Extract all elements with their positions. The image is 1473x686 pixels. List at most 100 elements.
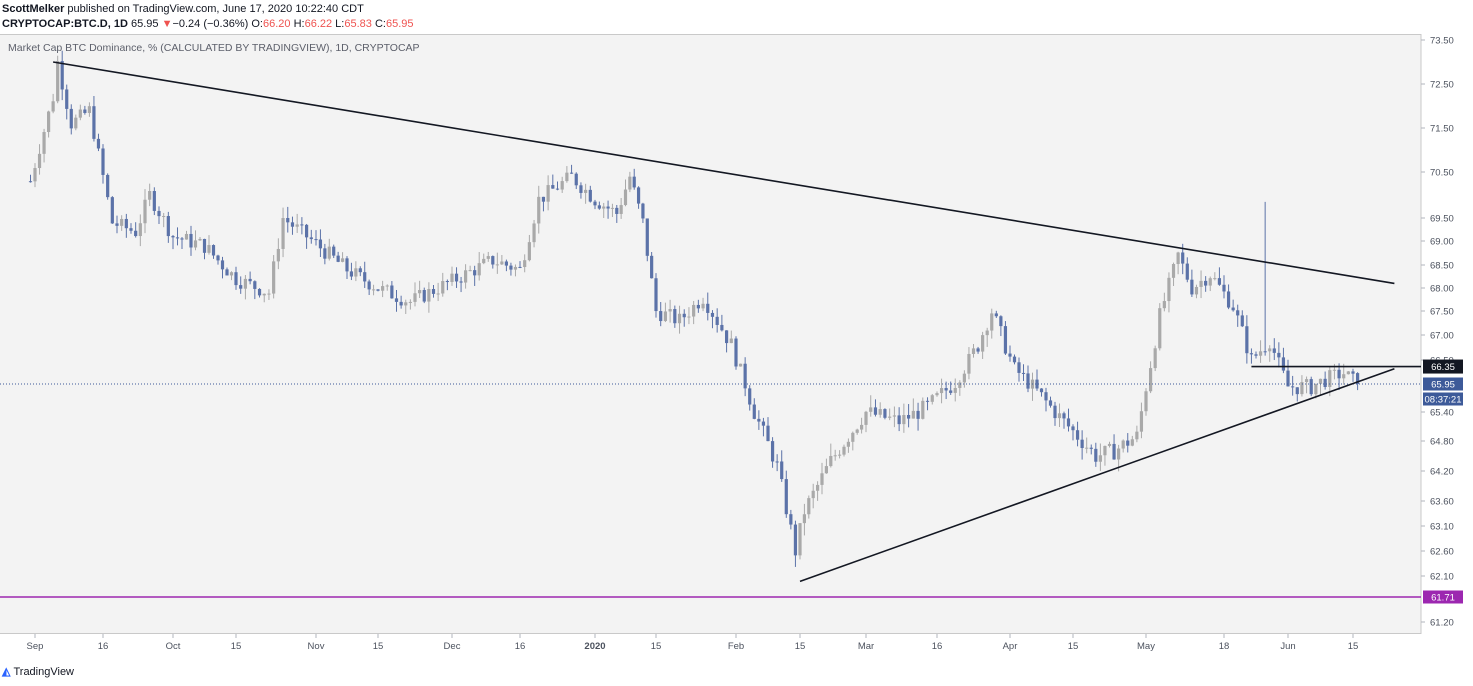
candle bbox=[962, 370, 966, 388]
x-tick-label: 16 bbox=[932, 641, 943, 652]
candle bbox=[720, 314, 724, 332]
candle-body bbox=[1071, 426, 1075, 431]
candle-body bbox=[811, 490, 815, 499]
brand-label: TradingView bbox=[13, 666, 75, 678]
candle-body bbox=[450, 273, 454, 283]
candle-body bbox=[1204, 280, 1208, 286]
y-tick-label: 67.00 bbox=[1430, 331, 1454, 342]
candle-body bbox=[1337, 369, 1341, 379]
y-tick-label: 64.20 bbox=[1430, 467, 1454, 478]
candle-body bbox=[752, 404, 756, 419]
candle-body bbox=[888, 416, 892, 418]
candle bbox=[990, 308, 994, 339]
candle bbox=[216, 254, 220, 265]
candle bbox=[327, 238, 331, 261]
candle bbox=[92, 96, 96, 142]
tradingview-brand[interactable]: ◭ TradingView bbox=[2, 665, 74, 678]
candle-body bbox=[641, 203, 645, 219]
candle bbox=[486, 251, 490, 262]
candle bbox=[248, 271, 252, 285]
candle bbox=[1240, 310, 1244, 328]
x-tick: 15 bbox=[795, 634, 806, 652]
candle bbox=[1204, 276, 1208, 292]
candle-body bbox=[793, 524, 798, 556]
chart-pane[interactable] bbox=[0, 34, 1421, 634]
author-name[interactable]: ScottMelker bbox=[2, 3, 65, 15]
candle bbox=[1337, 363, 1341, 391]
change-value: −0.24 (−0.36%) bbox=[172, 18, 249, 30]
candle-body bbox=[902, 414, 906, 425]
candle bbox=[340, 252, 345, 263]
candle-body bbox=[120, 218, 124, 226]
candle-body bbox=[1300, 382, 1304, 395]
candle-body bbox=[706, 303, 710, 313]
x-tick-label: 15 bbox=[373, 641, 384, 652]
candle bbox=[504, 259, 508, 272]
candle-body bbox=[509, 265, 513, 270]
candle-body bbox=[42, 132, 46, 154]
candle bbox=[166, 211, 170, 243]
candle-body bbox=[1171, 264, 1176, 278]
x-tick-label: Jun bbox=[1280, 641, 1295, 652]
candle-body bbox=[1176, 252, 1180, 265]
candle-body bbox=[504, 261, 508, 266]
price-chart[interactable]: 73.50 72.50 71.50 70.50 69.50 69.00 68.50 68.00… bbox=[0, 0, 1473, 660]
candle-body bbox=[1066, 418, 1071, 427]
y-tick: 70.50 bbox=[1421, 168, 1454, 179]
candle bbox=[1300, 375, 1304, 397]
candle-body bbox=[1309, 379, 1313, 395]
candle bbox=[546, 175, 550, 211]
candle-body bbox=[1268, 348, 1272, 352]
candle-body bbox=[1112, 443, 1116, 460]
candle bbox=[243, 275, 248, 300]
candle bbox=[281, 207, 285, 258]
y-tick-label: 62.10 bbox=[1430, 572, 1454, 583]
x-tick: Dec bbox=[444, 634, 461, 652]
candle-body bbox=[925, 400, 930, 402]
candle-body bbox=[394, 298, 399, 302]
x-tick-label: Nov bbox=[308, 641, 325, 652]
candle bbox=[833, 449, 837, 461]
candle bbox=[701, 297, 705, 312]
candle bbox=[51, 93, 55, 114]
candle-body bbox=[546, 185, 550, 202]
y-tick: 62.60 bbox=[1421, 547, 1454, 558]
candle-body bbox=[606, 206, 610, 209]
candle-body bbox=[584, 189, 588, 193]
candle bbox=[619, 197, 623, 219]
candle bbox=[309, 229, 313, 244]
candle-body bbox=[363, 272, 367, 282]
y-tick-label: 61.20 bbox=[1430, 618, 1454, 629]
support-price-badge-bg bbox=[1423, 590, 1463, 604]
candle bbox=[143, 189, 147, 234]
candle-body bbox=[1236, 310, 1240, 316]
resistance-price-badge: 66.35 bbox=[1423, 359, 1463, 374]
trendline-lower bbox=[799, 367, 1395, 583]
candle bbox=[1167, 272, 1171, 313]
candle bbox=[175, 227, 180, 246]
candle-body bbox=[281, 218, 285, 249]
candle-body bbox=[911, 410, 915, 419]
candle-body bbox=[286, 218, 290, 223]
candle-body bbox=[385, 285, 389, 287]
candle-body bbox=[720, 324, 724, 331]
candle-body bbox=[537, 196, 541, 224]
candle bbox=[267, 289, 271, 300]
candle bbox=[641, 202, 645, 224]
candle-body bbox=[257, 288, 262, 296]
candle bbox=[28, 174, 33, 183]
candle-body bbox=[1130, 439, 1134, 446]
candle bbox=[110, 196, 114, 224]
candle bbox=[1144, 388, 1148, 416]
candle-body bbox=[588, 189, 592, 202]
candle bbox=[408, 299, 412, 310]
x-tick-label: 15 bbox=[795, 641, 806, 652]
candle bbox=[1323, 371, 1327, 390]
footer: ◭ TradingView bbox=[0, 660, 1473, 686]
x-tick: Feb bbox=[728, 634, 744, 652]
candle-body bbox=[1208, 278, 1212, 286]
candle-body bbox=[1351, 371, 1355, 374]
candle-body bbox=[833, 455, 837, 457]
candle bbox=[42, 128, 46, 163]
candle-body bbox=[482, 258, 486, 264]
